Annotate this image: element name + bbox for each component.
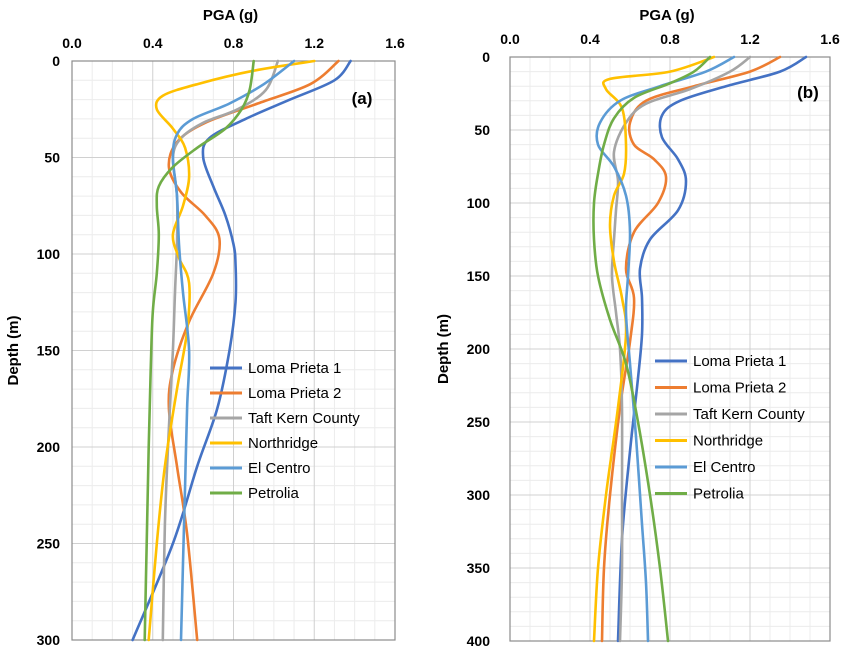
panel-label: (a) xyxy=(352,89,373,108)
series-lines xyxy=(592,55,808,643)
series-line-taft-kern-county xyxy=(610,55,752,643)
y-axis-title: Depth (m) xyxy=(435,314,452,384)
y-tick-label: 200 xyxy=(37,439,61,455)
series-line-el-centro xyxy=(171,59,296,642)
plot-frame xyxy=(509,56,831,642)
series-line-loma-prieta-2 xyxy=(600,55,782,643)
x-tick-label: 0.8 xyxy=(660,31,680,47)
x-tick-label: 1.6 xyxy=(385,35,405,51)
legend: Loma Prieta 1 Loma Prieta 2 Taft Kern Coun… xyxy=(210,360,360,502)
legend-label-el-centro: El Centro xyxy=(248,460,311,477)
x-tick-label: 1.2 xyxy=(305,35,325,51)
legend-label-loma-prieta-1: Loma Prieta 1 xyxy=(248,360,341,377)
x-tick-label: 1.6 xyxy=(820,31,840,47)
x-tick-label: 0.0 xyxy=(62,35,82,51)
y-tick-label: 50 xyxy=(44,150,60,166)
y-tick-label: 400 xyxy=(467,633,491,649)
plot-frame xyxy=(71,60,396,641)
x-tick-label: 0.0 xyxy=(500,31,520,47)
y-tick-label: 200 xyxy=(467,341,491,357)
x-tick-label: 0.4 xyxy=(143,35,163,51)
x-axis-title: PGA (g) xyxy=(203,7,258,24)
series-line-petrolia xyxy=(592,55,712,643)
series-line-loma-prieta-1 xyxy=(131,59,352,642)
y-tick-label: 100 xyxy=(467,195,491,211)
legend-label-loma-prieta-1: Loma Prieta 1 xyxy=(693,353,786,370)
y-tick-label: 0 xyxy=(52,53,60,69)
legend-label-taft-kern-county: Taft Kern County xyxy=(693,406,805,423)
x-tick-label: 1.2 xyxy=(740,31,760,47)
legend-label-loma-prieta-2: Loma Prieta 2 xyxy=(248,385,341,402)
series-line-el-centro xyxy=(595,55,736,643)
legend-label-northridge: Northridge xyxy=(693,433,763,450)
legend-label-taft-kern-county: Taft Kern County xyxy=(248,410,360,427)
y-tick-label: 50 xyxy=(474,122,490,138)
legend-label-loma-prieta-2: Loma Prieta 2 xyxy=(693,380,786,397)
y-tick-label: 150 xyxy=(37,343,61,359)
y-tick-label: 350 xyxy=(467,560,491,576)
y-tick-label: 300 xyxy=(37,632,61,648)
y-axis-title: Depth (m) xyxy=(5,316,22,386)
legend-label-northridge: Northridge xyxy=(248,435,318,452)
legend-label-petrolia: Petrolia xyxy=(693,486,745,503)
panel-label: (b) xyxy=(797,83,819,102)
series-lines xyxy=(131,59,352,642)
legend-label-el-centro: El Centro xyxy=(693,459,756,476)
y-tick-label: 300 xyxy=(467,487,491,503)
x-tick-label: 0.8 xyxy=(224,35,244,51)
panel-a: 0.0 0.4 0.8 1.2 1.6 0 50 100 150 200 250 300 PGA (g)… xyxy=(5,7,405,648)
series-line-northridge xyxy=(147,59,316,642)
series-line-northridge xyxy=(592,55,716,643)
series-line-petrolia xyxy=(143,59,255,642)
y-tick-label: 100 xyxy=(37,246,61,262)
legend-label-petrolia: Petrolia xyxy=(248,485,300,502)
series-line-loma-prieta-1 xyxy=(616,55,808,643)
x-axis-title: PGA (g) xyxy=(639,7,694,24)
panel-b: 0.0 0.4 0.8 1.2 1.6 0 50 100 150 200 250 300 350 400 P… xyxy=(435,7,840,649)
grid xyxy=(71,60,396,641)
y-tick-label: 0 xyxy=(482,49,490,65)
legend: Loma Prieta 1 Loma Prieta 2 Taft Kern Coun… xyxy=(655,353,805,503)
y-tick-label: 250 xyxy=(37,536,61,552)
grid xyxy=(509,56,831,642)
x-tick-label: 0.4 xyxy=(580,31,600,47)
y-tick-label: 250 xyxy=(467,414,491,430)
y-tick-label: 150 xyxy=(467,268,491,284)
